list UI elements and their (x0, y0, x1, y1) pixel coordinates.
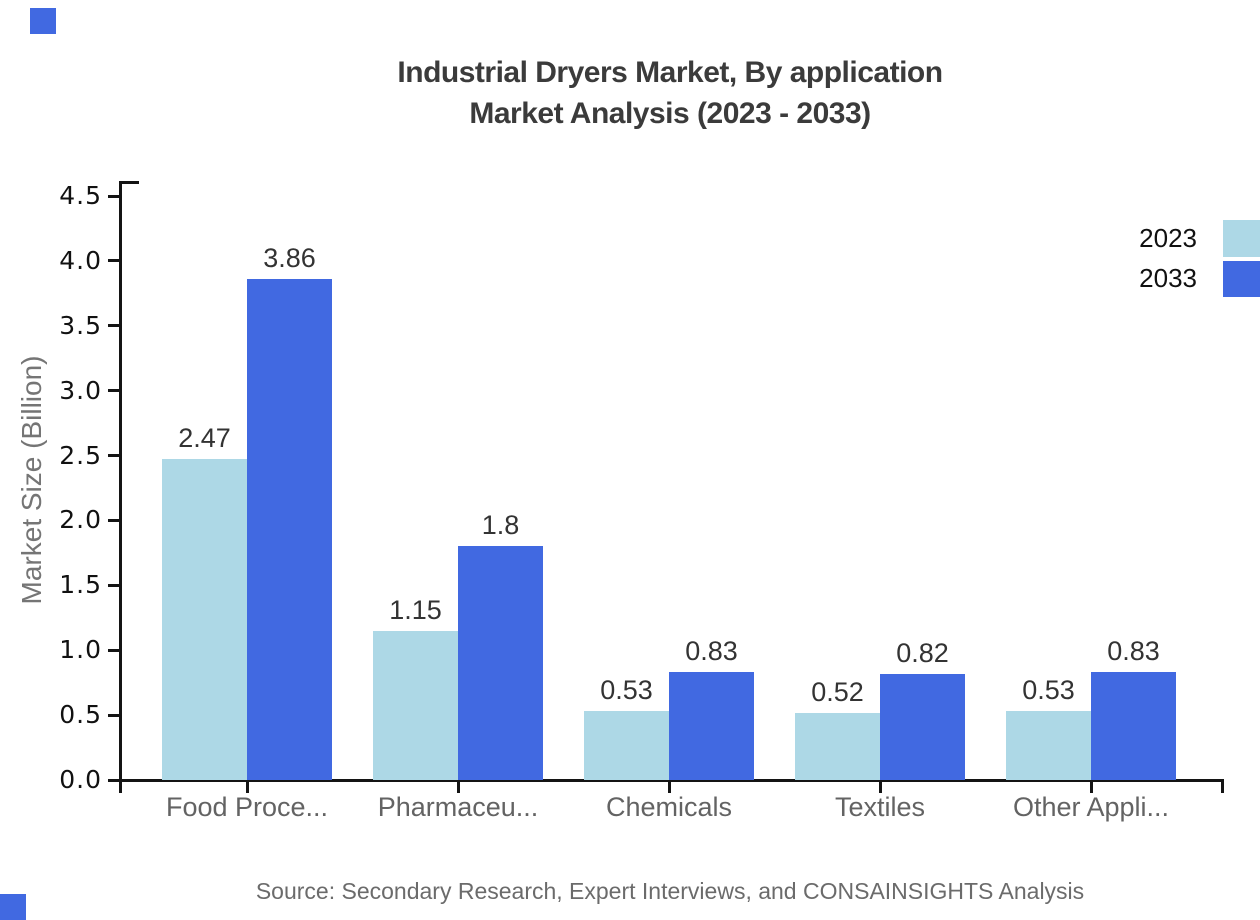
bar-2023-1 (373, 630, 458, 780)
x-category-label: Food Proce... (165, 792, 329, 822)
bar-2033-3 (880, 673, 965, 780)
bar-2033-0 (247, 279, 332, 780)
y-tick (108, 713, 120, 717)
x-category-label: Pharmaceu... (377, 792, 539, 822)
y-tick (108, 778, 120, 782)
y-tick-label: 1.0 (59, 635, 102, 665)
y-tick-label: 3.5 (59, 310, 102, 340)
corner-accent-top-left (30, 8, 56, 34)
bar-value-label: 0.53 (600, 675, 653, 706)
x-tick (245, 780, 249, 793)
x-category-label: Other Appli... (1012, 792, 1170, 822)
y-tick-label: 1.5 (59, 570, 102, 600)
source-text: Source: Secondary Research, Expert Inter… (255, 878, 1085, 904)
bar-value-label: 0.53 (1022, 675, 1075, 706)
bar-2033-1 (458, 546, 543, 780)
y-tick-label: 2.0 (59, 505, 102, 535)
bar-value-label: 1.8 (481, 510, 520, 541)
x-tick (456, 780, 460, 793)
bar-2033-2 (669, 672, 754, 780)
y-tick-label: 2.5 (59, 440, 102, 470)
bar-value-label: 0.83 (1107, 636, 1160, 667)
x-tick (667, 780, 671, 793)
corner-accent-bottom-left (0, 894, 26, 920)
y-tick (108, 518, 120, 522)
y-tick-label: 0.5 (59, 700, 102, 730)
bar-value-label: 0.52 (811, 676, 864, 707)
bar-2033-4 (1091, 672, 1176, 780)
y-tick (108, 648, 120, 652)
y-axis-line (119, 181, 122, 793)
legend-label-2033: 2033 (1139, 263, 1197, 293)
y-tick (108, 389, 120, 393)
x-axis-end-cap (1221, 779, 1224, 793)
bar-2023-4 (1006, 711, 1091, 780)
y-tick-label: 0.0 (59, 765, 102, 794)
legend-label-2023: 2023 (1139, 223, 1197, 253)
bar-2023-2 (584, 711, 669, 780)
bar-2023-3 (795, 712, 880, 780)
x-tick (878, 780, 882, 793)
y-tick-label: 4.5 (59, 181, 102, 210)
y-tick (108, 259, 120, 263)
legend-swatch-2033 (1223, 261, 1260, 297)
y-tick (108, 194, 120, 198)
y-axis-top-cap (119, 181, 139, 184)
bar-value-label: 1.15 (389, 594, 442, 625)
y-tick (108, 324, 120, 328)
y-tick (108, 454, 120, 458)
y-tick-label: 3.0 (59, 375, 102, 405)
chart-title-line2: Market Analysis (2023 - 2033) (469, 97, 871, 130)
y-tick (108, 583, 120, 587)
chart-title: Industrial Dryers Market, By application… (80, 52, 1260, 134)
chart-title-line1: Industrial Dryers Market, By application (397, 56, 943, 89)
x-axis-line (119, 779, 1224, 782)
x-category-label: Textiles (834, 792, 926, 822)
x-category-label: Chemicals (605, 792, 733, 822)
bar-value-label: 0.82 (896, 637, 949, 668)
bar-value-label: 2.47 (178, 423, 231, 454)
y-tick-label: 4.0 (59, 245, 102, 275)
x-tick (1089, 780, 1093, 793)
bar-2023-0 (162, 459, 247, 780)
bar-value-label: 3.86 (263, 243, 316, 274)
bar-value-label: 0.83 (685, 636, 738, 667)
legend-swatch-2023 (1223, 220, 1260, 257)
